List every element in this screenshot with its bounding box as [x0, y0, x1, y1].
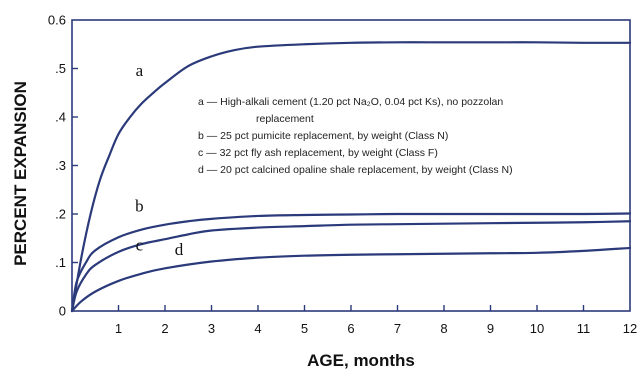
curve-c — [70, 220, 632, 313]
curve-a — [70, 41, 632, 313]
y-tick-label: .5 — [55, 61, 66, 76]
x-tick-label: 3 — [208, 321, 215, 336]
curve-labels: a bc d — [135, 61, 184, 259]
y-tick-label: .1 — [55, 255, 66, 270]
curve-d — [70, 246, 632, 313]
x-tick-label: 5 — [301, 321, 308, 336]
x-tick-label: 9 — [487, 321, 494, 336]
legend-entry-a: a — High-alkali cement (1.20 pct Na₂O, 0… — [198, 96, 503, 108]
chart-legend: a — High-alkali cement (1.20 pct Na₂O, 0… — [198, 96, 513, 176]
curve-label-c: c — [136, 235, 144, 254]
y-tick-label: .3 — [55, 158, 66, 173]
chart-curves — [70, 41, 632, 313]
x-tick-label: 7 — [394, 321, 401, 336]
curve-label-d: d — [175, 240, 184, 259]
curve-b — [70, 212, 632, 313]
x-tick-label: 6 — [347, 321, 354, 336]
curve-label-a: a — [136, 61, 144, 80]
y-axis-title: PERCENT EXPANSION — [11, 81, 30, 266]
y-tick-label: .2 — [55, 207, 66, 222]
x-tick-label: 12 — [623, 321, 637, 336]
y-tick-label: 0 — [59, 304, 66, 319]
y-tick-label: .4 — [55, 110, 66, 125]
chart-axes: 0.1.2.3.4.50.61 2 3 4 5 6 7 8 9 10 11 12 — [48, 13, 637, 337]
x-tick-label: 8 — [440, 321, 447, 336]
x-tick-label: 1 — [115, 321, 122, 336]
x-tick-label: 11 — [577, 321, 591, 336]
legend-entry-a-cont: replacement — [256, 113, 314, 125]
x-axis-title: AGE, months — [307, 351, 415, 370]
y-tick-label: 0.6 — [48, 13, 66, 28]
x-tick-label: 2 — [161, 321, 168, 336]
x-tick-label: 4 — [254, 321, 261, 336]
legend-entry-c: c — 32 pct fly ash replacement, by weigh… — [198, 147, 438, 159]
x-tick-label: 10 — [530, 321, 544, 336]
curve-label-b: b — [135, 197, 144, 216]
legend-entry-b: b — 25 pct pumicite replacement, by weig… — [198, 130, 448, 142]
legend-entry-d: d — 20 pct calcined opaline shale replac… — [198, 164, 513, 176]
